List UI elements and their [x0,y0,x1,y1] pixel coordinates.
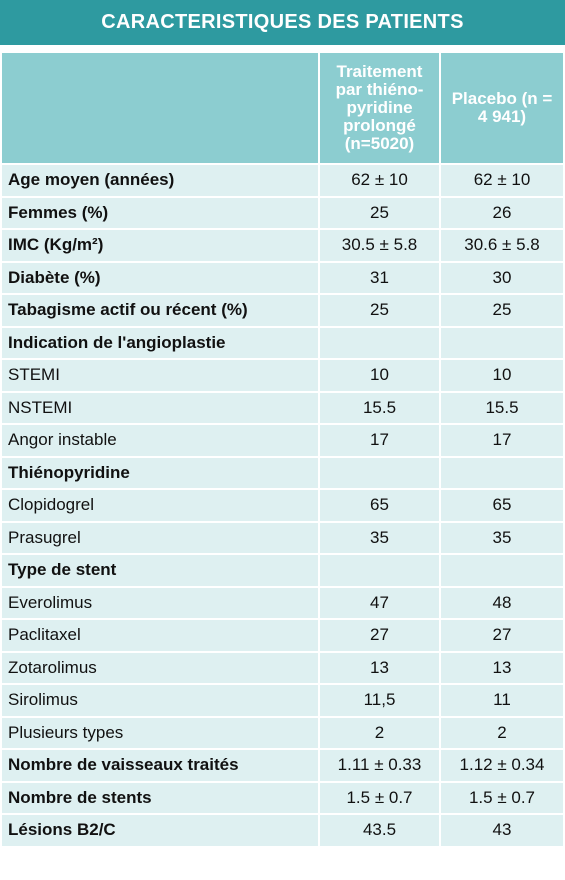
row-label: Paclitaxel [2,620,318,651]
row-treatment-value [320,327,439,358]
row-treatment-value: 35 [320,522,439,553]
row-treatment-value: 13 [320,652,439,683]
row-treatment-value: 31 [320,262,439,293]
header-blank-cell [2,53,318,163]
row-label: Diabète (%) [2,262,318,293]
table-row: Diabète (%) 31 30 [2,262,563,293]
row-label: Everolimus [2,587,318,618]
table-row: Thiénopyridine [2,457,563,488]
row-treatment-value: 17 [320,425,439,456]
row-treatment-value: 27 [320,620,439,651]
row-label: Thiénopyridine [2,457,318,488]
table-row: Everolimus 47 48 [2,587,563,618]
row-treatment-value: 43.5 [320,815,439,846]
row-placebo-value: 65 [441,490,563,521]
row-treatment-value: 47 [320,587,439,618]
row-treatment-value: 25 [320,197,439,228]
row-placebo-value: 30 [441,262,563,293]
table-title: CARACTERISTIQUES DES PATIENTS [0,0,565,45]
row-label: Age moyen (années) [2,165,318,196]
row-placebo-value [441,457,563,488]
table-row: Nombre de vaisseaux traités 1.11 ± 0.33 1.… [2,750,563,781]
characteristics-table: Traitement par thiéno-pyridine prolongé … [0,51,565,848]
row-placebo-value: 43 [441,815,563,846]
table-row: Zotarolimus 13 13 [2,652,563,683]
table-row: Sirolimus 11,5 11 [2,685,563,716]
header-placebo: Placebo (n = 4 941) [441,53,563,163]
row-placebo-value: 2 [441,717,563,748]
row-label: Nombre de stents [2,782,318,813]
row-label: Indication de l'angioplastie [2,327,318,358]
row-treatment-value: 25 [320,295,439,326]
row-label: NSTEMI [2,392,318,423]
row-treatment-value: 11,5 [320,685,439,716]
row-label: Nombre de vaisseaux traités [2,750,318,781]
table-row: Paclitaxel 27 27 [2,620,563,651]
table-row: Tabagisme actif ou récent (%) 25 25 [2,295,563,326]
row-label: Tabagisme actif ou récent (%) [2,295,318,326]
table-row: Nombre de stents 1.5 ± 0.7 1.5 ± 0.7 [2,782,563,813]
row-treatment-value: 30.5 ± 5.8 [320,230,439,261]
table-row: Plusieurs types 2 2 [2,717,563,748]
table-row: IMC (Kg/m²) 30.5 ± 5.8 30.6 ± 5.8 [2,230,563,261]
row-placebo-value: 10 [441,360,563,391]
table-row: Lésions B2/C 43.5 43 [2,815,563,846]
row-treatment-value: 1.5 ± 0.7 [320,782,439,813]
row-treatment-value: 65 [320,490,439,521]
table-row: Femmes (%) 25 26 [2,197,563,228]
row-treatment-value [320,457,439,488]
table-row: Age moyen (années) 62 ± 10 62 ± 10 [2,165,563,196]
row-treatment-value: 2 [320,717,439,748]
row-placebo-value [441,327,563,358]
row-placebo-value: 25 [441,295,563,326]
row-placebo-value: 11 [441,685,563,716]
row-placebo-value: 26 [441,197,563,228]
row-label: Clopidogrel [2,490,318,521]
row-placebo-value: 48 [441,587,563,618]
row-placebo-value: 30.6 ± 5.8 [441,230,563,261]
row-label: IMC (Kg/m²) [2,230,318,261]
row-label: Zotarolimus [2,652,318,683]
row-label: Type de stent [2,555,318,586]
table-row: Type de stent [2,555,563,586]
row-treatment-value [320,555,439,586]
row-placebo-value: 62 ± 10 [441,165,563,196]
row-placebo-value [441,555,563,586]
row-placebo-value: 27 [441,620,563,651]
header-treatment: Traitement par thiéno-pyridine prolongé … [320,53,439,163]
row-placebo-value: 17 [441,425,563,456]
header-row: Traitement par thiéno-pyridine prolongé … [2,53,563,163]
table-row: Prasugrel 35 35 [2,522,563,553]
row-label: STEMI [2,360,318,391]
table-row: Clopidogrel 65 65 [2,490,563,521]
row-label: Plusieurs types [2,717,318,748]
row-label: Lésions B2/C [2,815,318,846]
row-label: Sirolimus [2,685,318,716]
table-row: NSTEMI 15.5 15.5 [2,392,563,423]
row-placebo-value: 35 [441,522,563,553]
table-row: STEMI 10 10 [2,360,563,391]
row-label: Femmes (%) [2,197,318,228]
row-treatment-value: 10 [320,360,439,391]
row-label: Prasugrel [2,522,318,553]
row-treatment-value: 15.5 [320,392,439,423]
row-treatment-value: 62 ± 10 [320,165,439,196]
row-placebo-value: 13 [441,652,563,683]
row-placebo-value: 1.12 ± 0.34 [441,750,563,781]
row-placebo-value: 1.5 ± 0.7 [441,782,563,813]
row-treatment-value: 1.11 ± 0.33 [320,750,439,781]
row-label: Angor instable [2,425,318,456]
table-row: Angor instable 17 17 [2,425,563,456]
row-placebo-value: 15.5 [441,392,563,423]
table-row: Indication de l'angioplastie [2,327,563,358]
